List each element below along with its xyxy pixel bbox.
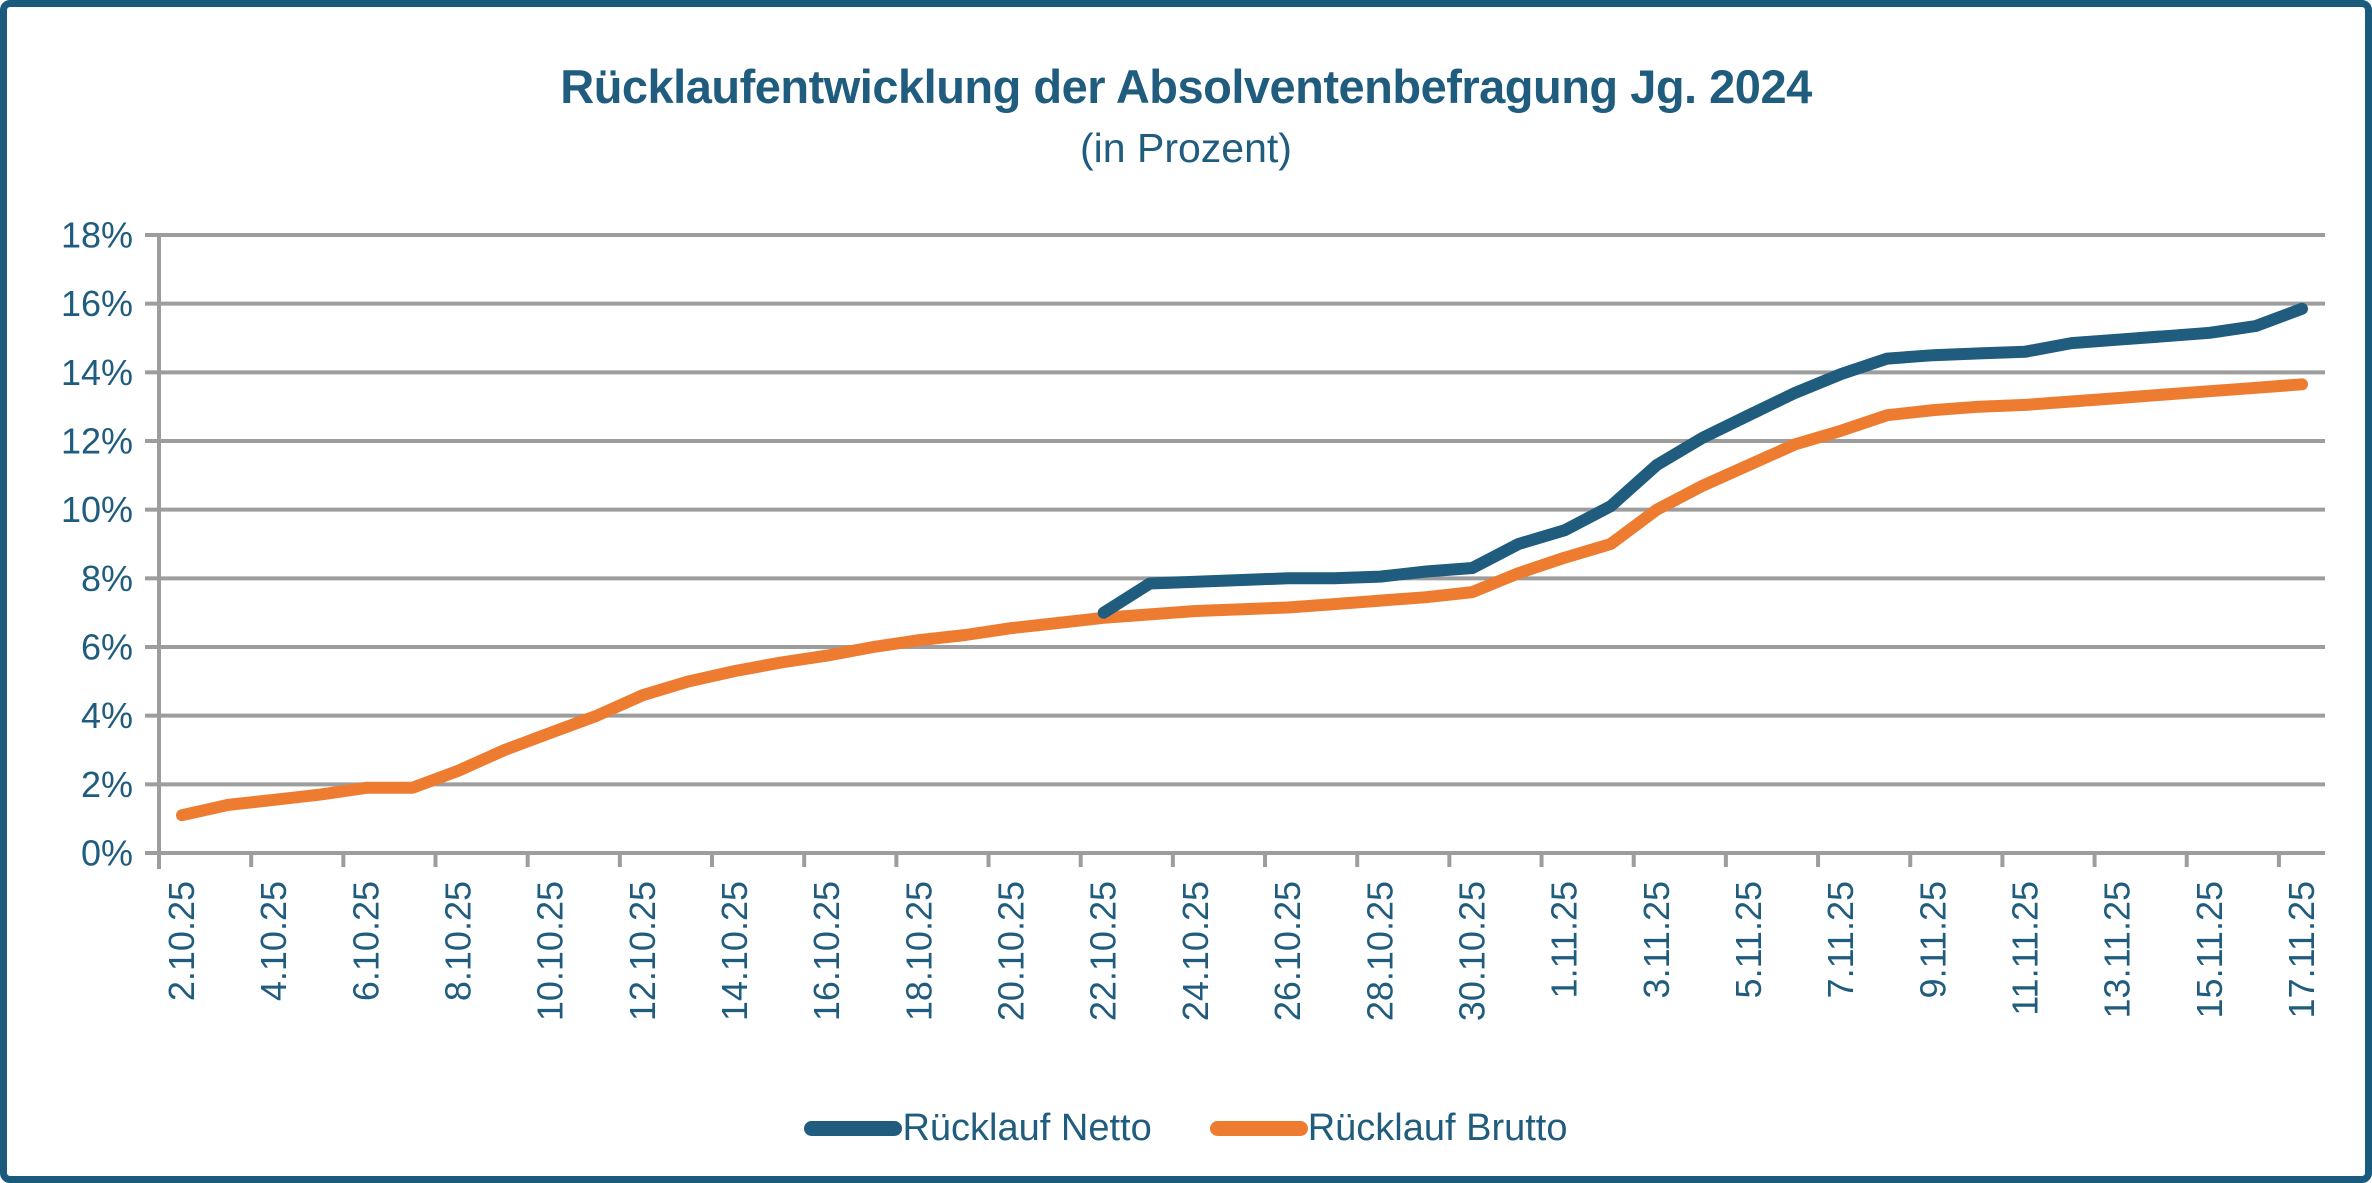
series-line-r-cklauf-brutto [176, 378, 2308, 822]
x-tick-label: 14.10.25 [714, 881, 755, 1021]
legend-label-r-cklauf-brutto: Rücklauf Brutto [1307, 1107, 1568, 1149]
x-tick-label: 10.10.25 [530, 881, 571, 1021]
y-tick-label: 2% [81, 764, 133, 805]
legend-swatch-r-cklauf-brutto [1209, 1120, 1308, 1136]
x-tick-label: 9.11.25 [1912, 881, 1953, 998]
y-tick-label: 10% [61, 489, 133, 530]
x-tick-label: 7.11.25 [1820, 881, 1861, 998]
y-tick-label: 16% [61, 283, 133, 324]
x-tick-label: 12.10.25 [622, 881, 663, 1021]
chart-title: Rücklaufentwicklung der Absolventenbefra… [560, 60, 1812, 113]
y-tick-label: 8% [81, 558, 133, 599]
legend-label-r-cklauf-netto: Rücklauf Netto [902, 1107, 1152, 1149]
x-tick-label: 2.10.25 [161, 881, 202, 1001]
x-tick-label: 15.11.25 [2189, 881, 2230, 1018]
x-tick-label: 4.10.25 [253, 881, 294, 1001]
x-tick-label: 1.11.25 [1544, 881, 1585, 998]
x-tick-label: 26.10.25 [1267, 881, 1308, 1021]
x-tick-label: 16.10.25 [806, 881, 847, 1021]
x-tick-label: 6.10.25 [345, 881, 386, 1001]
chart-subtitle: (in Prozent) [1080, 125, 1292, 171]
x-tick-label: 17.11.25 [2281, 881, 2322, 1018]
y-tick-label: 6% [81, 627, 133, 668]
y-tick-label: 0% [81, 833, 133, 874]
y-tick-label: 4% [81, 695, 133, 736]
series-line-r-cklauf-netto [1097, 302, 2308, 619]
x-tick-label: 13.11.25 [2097, 881, 2138, 1018]
chart-legend: Rücklauf Netto Rücklauf Brutto [7, 1109, 2365, 1147]
legend-item-r-cklauf-brutto: Rücklauf Brutto [1209, 1107, 1568, 1149]
y-tick-label: 12% [61, 421, 133, 462]
legend-swatch-r-cklauf-netto [804, 1120, 903, 1136]
x-tick-label: 30.10.25 [1451, 881, 1492, 1021]
x-tick-label: 8.10.25 [438, 881, 479, 1001]
y-tick-label: 14% [61, 352, 133, 393]
x-tick-label: 18.10.25 [898, 881, 939, 1021]
x-tick-label: 11.11.25 [2004, 881, 2045, 1016]
x-tick-label: 5.11.25 [1728, 881, 1769, 998]
x-tick-label: 28.10.25 [1359, 881, 1400, 1021]
x-tick-label: 20.10.25 [991, 881, 1032, 1021]
y-tick-label: 18% [61, 215, 133, 256]
x-tick-label: 3.11.25 [1636, 881, 1677, 998]
x-tick-label: 22.10.25 [1083, 881, 1124, 1021]
line-chart-canvas: 0% 2% 4% 6% 8% 10% 12% 14% 16% 18% 2.10.25 4.10.25 6… [61, 215, 2325, 1021]
x-tick-label: 24.10.25 [1175, 881, 1216, 1021]
legend-item-r-cklauf-netto: Rücklauf Netto [804, 1107, 1152, 1149]
